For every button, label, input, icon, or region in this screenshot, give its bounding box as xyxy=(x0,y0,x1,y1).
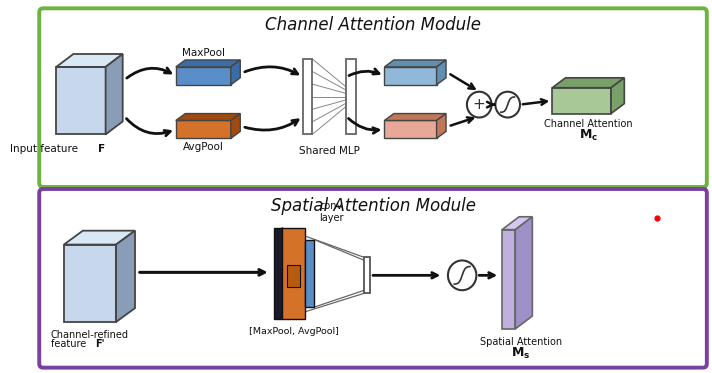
Text: conv
layer: conv layer xyxy=(319,201,344,223)
Polygon shape xyxy=(56,54,122,67)
Polygon shape xyxy=(176,113,240,120)
Text: +: + xyxy=(473,97,486,112)
Polygon shape xyxy=(176,67,231,85)
Text: Channel Attention Module: Channel Attention Module xyxy=(265,16,481,34)
Polygon shape xyxy=(436,113,446,138)
Text: AvgPool: AvgPool xyxy=(183,142,224,152)
Text: feature: feature xyxy=(51,339,90,349)
Polygon shape xyxy=(56,67,105,134)
Polygon shape xyxy=(611,78,624,113)
Text: $\mathbf{M_c}$: $\mathbf{M_c}$ xyxy=(579,128,598,142)
Polygon shape xyxy=(176,60,240,67)
Text: Channel Attention: Channel Attention xyxy=(544,119,632,129)
Text: Input feature: Input feature xyxy=(10,144,81,154)
Polygon shape xyxy=(287,266,300,287)
Polygon shape xyxy=(282,228,305,319)
Polygon shape xyxy=(274,228,282,319)
Polygon shape xyxy=(384,120,436,138)
Text: F: F xyxy=(98,144,105,154)
FancyBboxPatch shape xyxy=(39,189,707,368)
Polygon shape xyxy=(231,60,240,85)
FancyBboxPatch shape xyxy=(39,8,707,187)
Polygon shape xyxy=(116,231,135,322)
Text: Spatial Attention: Spatial Attention xyxy=(480,337,562,347)
Polygon shape xyxy=(384,67,436,85)
Polygon shape xyxy=(515,217,533,329)
Polygon shape xyxy=(384,113,446,120)
Polygon shape xyxy=(64,231,135,245)
Polygon shape xyxy=(105,54,122,134)
Text: MaxPool: MaxPool xyxy=(182,48,225,58)
Polygon shape xyxy=(303,59,313,134)
Polygon shape xyxy=(502,217,533,230)
Polygon shape xyxy=(384,60,446,67)
Polygon shape xyxy=(553,88,611,113)
Text: Spatial Attention Module: Spatial Attention Module xyxy=(271,197,476,215)
Text: [MaxPool, AvgPool]: [MaxPool, AvgPool] xyxy=(249,327,339,336)
Polygon shape xyxy=(176,120,231,138)
Polygon shape xyxy=(365,257,370,293)
Polygon shape xyxy=(502,230,515,329)
Polygon shape xyxy=(436,60,446,85)
Text: $\mathbf{M_s}$: $\mathbf{M_s}$ xyxy=(511,346,530,361)
Polygon shape xyxy=(553,78,624,88)
Text: Shared MLP: Shared MLP xyxy=(299,146,360,156)
Text: F': F' xyxy=(95,339,105,349)
Polygon shape xyxy=(64,245,116,322)
Text: Channel-refined: Channel-refined xyxy=(51,330,128,340)
Polygon shape xyxy=(231,113,240,138)
Polygon shape xyxy=(305,239,314,307)
Polygon shape xyxy=(347,59,356,134)
